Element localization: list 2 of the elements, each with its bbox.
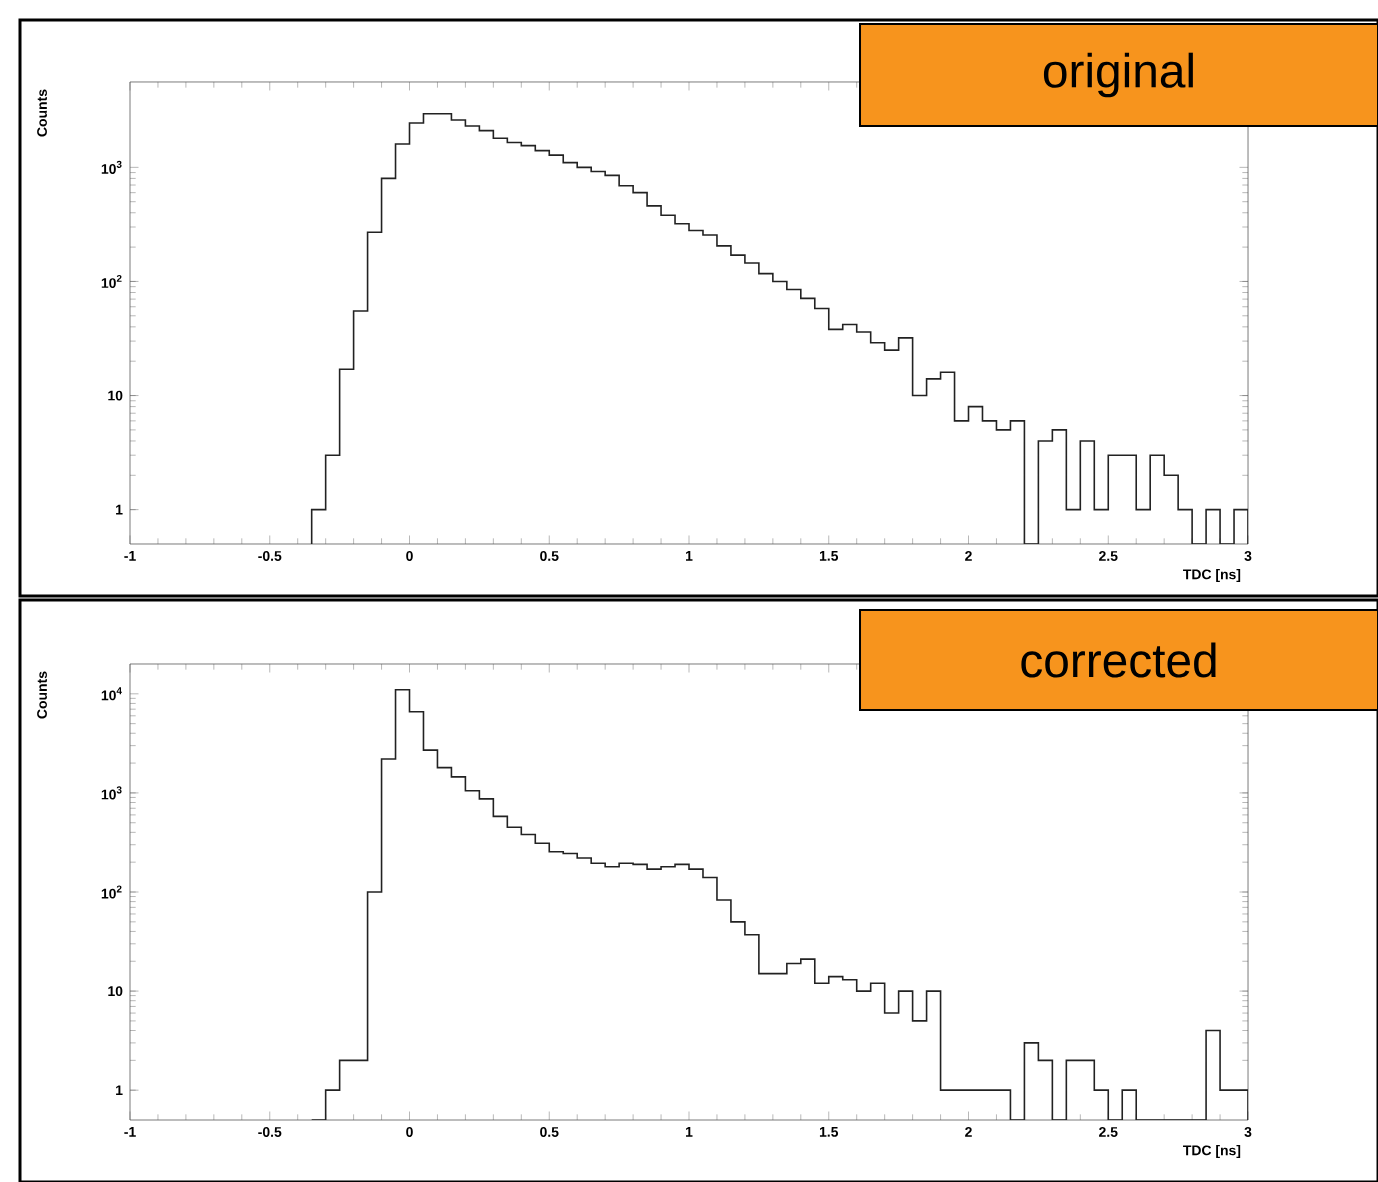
chart-title: original — [1043, 52, 1193, 98]
chart-title: corrected — [1021, 642, 1216, 678]
